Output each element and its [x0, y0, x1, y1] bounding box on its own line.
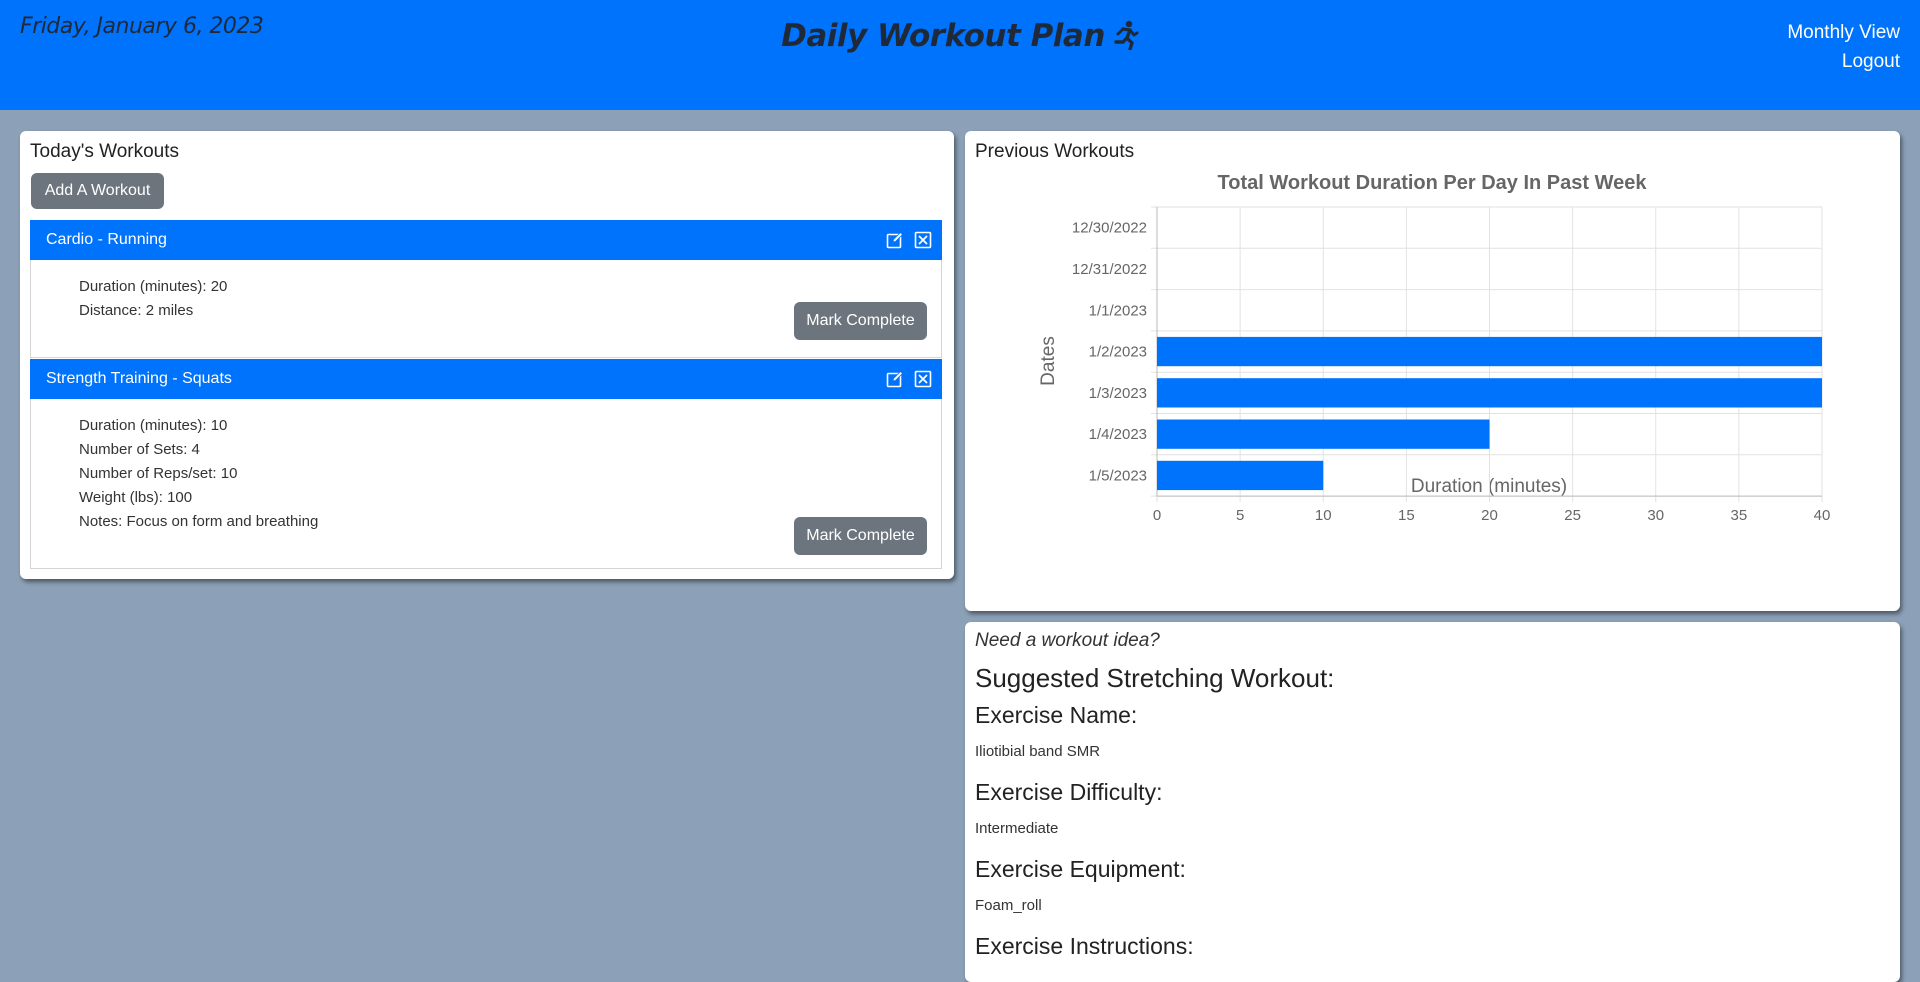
exercise-equipment-value: Foam_roll: [975, 897, 1042, 914]
workout-duration-chart: Total Workout Duration Per Day In Past W…: [1038, 172, 1831, 524]
workout-body-squats: Duration (minutes): 10 Number of Sets: 4…: [30, 399, 942, 569]
chart-bar: [1157, 460, 1324, 491]
app-header: Friday, January 6, 2023 Daily Workout Pl…: [0, 0, 1920, 110]
workout-detail: Number of Reps/set: 10: [79, 465, 238, 482]
chart-y-tick-label: 1/1/2023: [1089, 302, 1147, 319]
chart-bar: [1157, 336, 1822, 367]
todays-workouts-card: Today's Workouts Add A Workout Cardio - …: [20, 131, 954, 579]
workout-header-squats[interactable]: Strength Training - Squats: [30, 359, 942, 399]
page-title: Daily Workout Plan: [0, 18, 1920, 54]
todays-workouts-title: Today's Workouts: [30, 141, 180, 162]
chart-y-tick-label: 12/30/2022: [1072, 220, 1147, 237]
edit-icon[interactable]: [885, 369, 905, 389]
workout-detail: Number of Sets: 4: [79, 441, 200, 458]
add-workout-button[interactable]: Add A Workout: [31, 173, 164, 209]
close-icon[interactable]: [913, 369, 933, 389]
exercise-equipment-label: Exercise Equipment:: [975, 856, 1186, 882]
chart-x-tick-label: 10: [1315, 507, 1332, 524]
workout-detail: Weight (lbs): 100: [79, 489, 193, 506]
chart-bar: [1157, 419, 1490, 449]
monthly-view-link[interactable]: Monthly View: [1787, 22, 1900, 43]
workout-detail: Duration (minutes): 20: [79, 278, 228, 295]
workout-detail: Notes: Focus on form and breathing: [79, 513, 319, 530]
workout-name: Cardio - Running: [46, 231, 167, 248]
chart-title: Total Workout Duration Per Day In Past W…: [1218, 172, 1648, 194]
chart-x-tick-label: 0: [1153, 507, 1161, 524]
chart-y-tick-label: 1/3/2023: [1089, 385, 1147, 402]
running-icon: [1114, 20, 1139, 51]
suggestion-title: Suggested Stretching Workout:: [975, 663, 1335, 693]
exercise-difficulty-value: Intermediate: [975, 820, 1059, 837]
exercise-name-value: Iliotibial band SMR: [975, 743, 1101, 760]
exercise-name-label: Exercise Name:: [975, 702, 1138, 728]
previous-workouts-card: Previous Workouts Total Workout Duration…: [965, 131, 1900, 611]
chart-x-tick-label: 40: [1814, 507, 1831, 524]
workout-detail: Distance: 2 miles: [79, 302, 194, 319]
chart-ylabel: Dates: [1038, 336, 1059, 386]
current-date: Friday, January 6, 2023: [20, 14, 264, 39]
close-icon[interactable]: [913, 230, 933, 250]
exercise-instructions-label: Exercise Instructions:: [975, 933, 1194, 959]
chart-x-tick-label: 35: [1731, 507, 1748, 524]
mark-complete-button[interactable]: Mark Complete: [794, 517, 927, 555]
logout-link[interactable]: Logout: [1841, 51, 1900, 72]
suggestion-prompt: Need a workout idea?: [975, 630, 1160, 651]
edit-icon[interactable]: [885, 230, 905, 250]
page-title-text: Daily Workout Plan: [781, 18, 1105, 54]
chart-bar: [1157, 378, 1822, 408]
chart-x-tick-label: 20: [1481, 507, 1498, 524]
chart-x-tick-label: 30: [1647, 507, 1664, 524]
workout-header-cardio[interactable]: Cardio - Running: [30, 220, 942, 260]
workout-suggestion-card: Need a workout idea? Suggested Stretchin…: [965, 622, 1900, 982]
exercise-difficulty-label: Exercise Difficulty:: [975, 779, 1163, 805]
header-nav: Monthly View Logout: [1787, 18, 1900, 76]
workout-body-cardio: Duration (minutes): 20 Distance: 2 miles…: [30, 260, 942, 358]
workout-detail: Duration (minutes): 10: [79, 417, 228, 434]
chart-y-tick-label: 12/31/2022: [1072, 261, 1147, 278]
chart-x-tick-label: 25: [1564, 507, 1581, 524]
chart-x-tick-label: 15: [1398, 507, 1415, 524]
workout-name: Strength Training - Squats: [46, 370, 232, 387]
chart-y-tick-label: 1/4/2023: [1089, 426, 1147, 443]
mark-complete-button[interactable]: Mark Complete: [794, 302, 927, 340]
chart-y-tick-label: 1/2/2023: [1089, 344, 1147, 361]
chart-y-tick-label: 1/5/2023: [1089, 467, 1147, 484]
chart-x-tick-label: 5: [1236, 507, 1244, 524]
previous-workouts-title: Previous Workouts: [975, 141, 1135, 162]
